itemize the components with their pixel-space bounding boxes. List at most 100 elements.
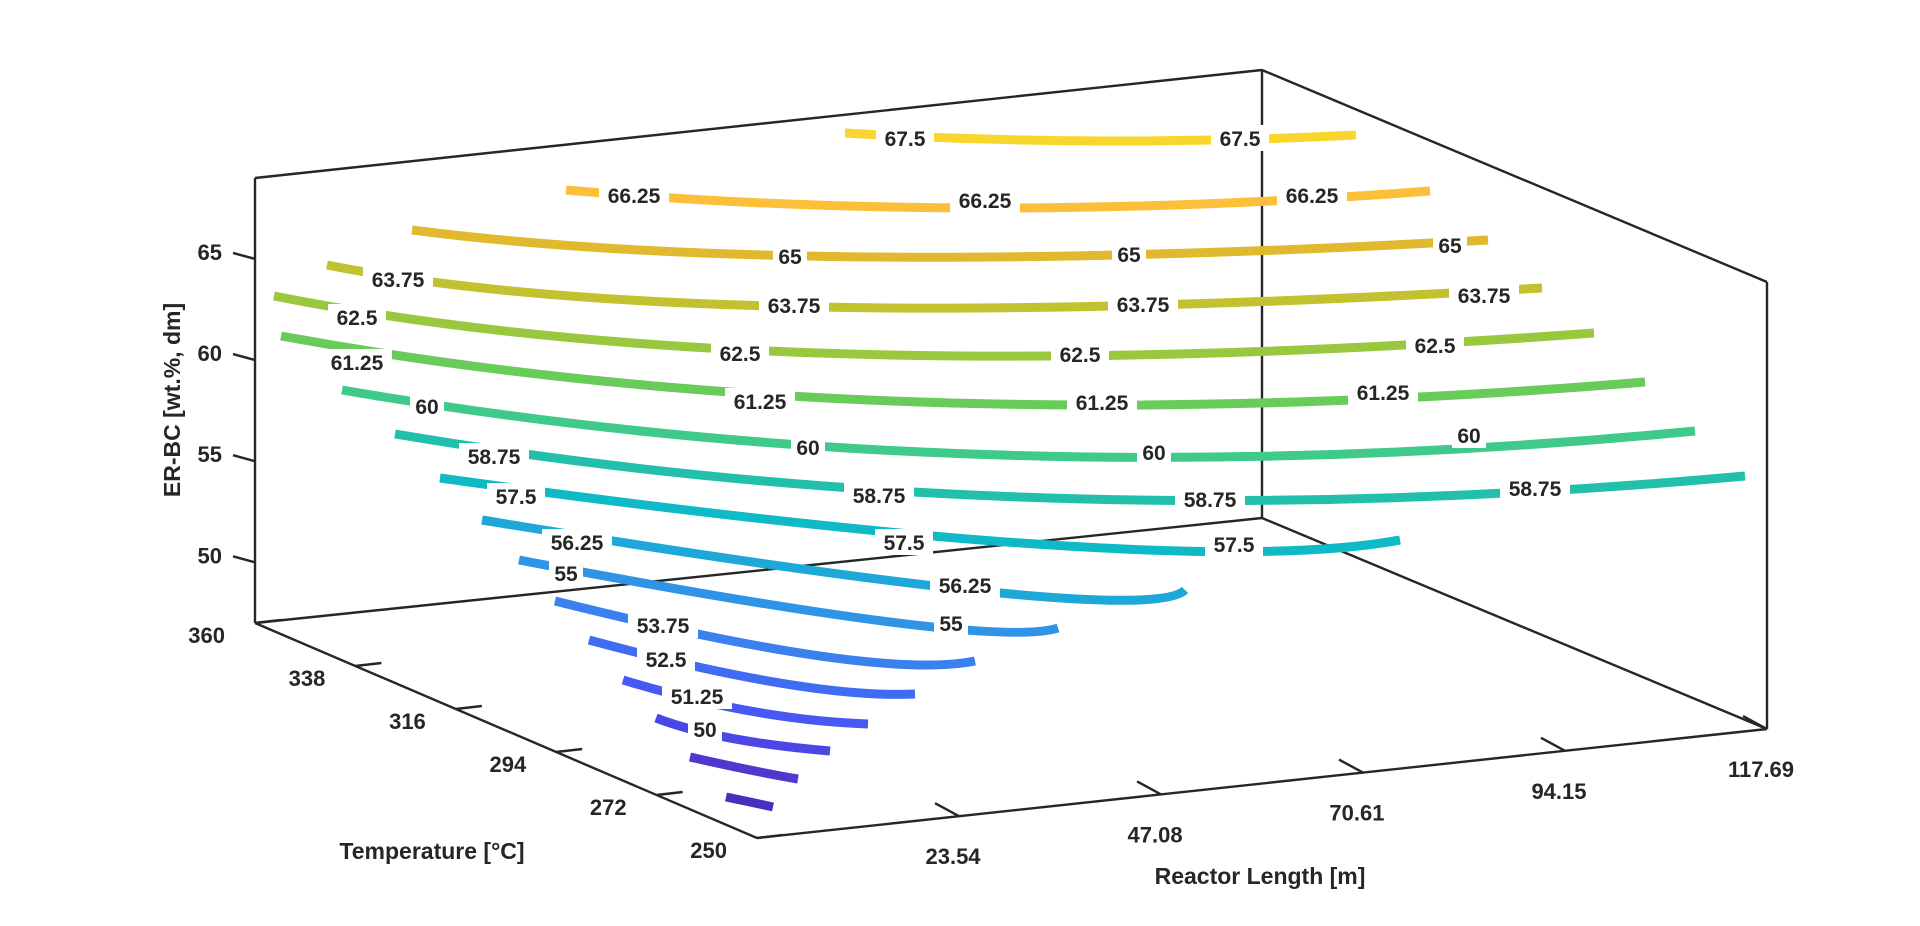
- axis-edge-back-top: [254, 68, 1263, 180]
- contour-label: 57.5: [1214, 534, 1255, 557]
- x-tick: [1136, 780, 1162, 796]
- contour-label-background: [759, 292, 829, 318]
- contour-line: [273, 291, 1595, 361]
- contour-label: 58.75: [1184, 489, 1237, 512]
- y-tick-label: 272: [590, 795, 627, 820]
- contour-line: [689, 752, 799, 784]
- contour-label: 51.25: [671, 686, 724, 709]
- contour-label: 62.5: [1060, 344, 1101, 367]
- contour-label: 61.25: [1076, 392, 1129, 415]
- contour-label-background: [1277, 182, 1347, 208]
- contour-label: 62.5: [1415, 335, 1456, 358]
- contour-label: 57.5: [496, 486, 537, 509]
- contour-label: 63.75: [372, 269, 425, 292]
- contour-label-background: [1051, 341, 1109, 367]
- contour-label: 66.25: [608, 185, 661, 208]
- contour-label-background: [322, 349, 392, 375]
- contour-label-background: [1348, 379, 1418, 405]
- contour-label: 60: [415, 396, 438, 419]
- contour-label: 57.5: [884, 532, 925, 555]
- contour-label-background: [410, 393, 444, 419]
- axis-edge-left-floor: [254, 516, 1263, 625]
- contour-line: [439, 473, 1401, 557]
- axis-edge-front-y: [254, 621, 758, 840]
- axes-box: [253, 68, 1769, 840]
- x-axis-label: Reactor Length [m]: [1155, 863, 1366, 889]
- axis-edge-right-top: [1261, 68, 1768, 284]
- contour-label: 65: [1438, 235, 1462, 258]
- contour-label: 61.25: [331, 352, 384, 375]
- x-tick-label: 23.54: [925, 844, 981, 869]
- y-tick-label: 338: [289, 666, 326, 691]
- contour-label: 66.25: [1286, 185, 1339, 208]
- contour-label-background: [844, 482, 914, 508]
- contour-label-background: [1500, 475, 1570, 501]
- contour-label-background: [1175, 486, 1245, 512]
- contour-label-background: [1137, 439, 1171, 465]
- contour-label-background: [549, 560, 583, 586]
- contour-line: [654, 713, 831, 756]
- contour-label: 50: [693, 719, 716, 742]
- contour-label: 56.25: [939, 575, 992, 598]
- z-tick-label: 55: [198, 442, 222, 467]
- contour-label-background: [875, 529, 933, 555]
- z-tick: [232, 454, 256, 463]
- contour-label: 60: [796, 437, 819, 460]
- contour-label-background: [363, 266, 433, 292]
- contour-label: 60: [1142, 442, 1165, 465]
- contour-label-background: [662, 683, 732, 709]
- x-tick-label: 94.15: [1531, 779, 1586, 804]
- contour-label: 58.75: [853, 485, 906, 508]
- z-tick: [232, 251, 256, 261]
- contour-label: 56.25: [551, 532, 604, 555]
- contour-label: 62.5: [720, 343, 761, 366]
- contour-label-background: [1211, 125, 1269, 151]
- contour-label: 61.25: [1357, 382, 1410, 405]
- y-tick: [254, 618, 282, 625]
- contour-line: [621, 675, 869, 729]
- contour-label: 67.5: [885, 128, 926, 151]
- contour-label-background: [1452, 422, 1486, 448]
- contour-label: 61.25: [734, 391, 787, 414]
- contour-label: 63.75: [1458, 285, 1511, 308]
- y-tick-label: 250: [690, 838, 727, 863]
- x-tick-label: 47.08: [1128, 822, 1183, 847]
- y-tick-label: 316: [389, 709, 426, 734]
- contour-line: [280, 331, 1646, 410]
- contour-label-background: [1449, 282, 1519, 308]
- axis-edge-back-floor: [1261, 516, 1768, 731]
- contour-label: 55: [939, 613, 963, 636]
- contour-label: 65: [778, 246, 802, 269]
- contour-label-background: [934, 610, 968, 636]
- contour-label-background: [688, 716, 722, 742]
- contour-label: 55: [554, 563, 578, 586]
- contour-label-background: [1205, 531, 1263, 557]
- contour-line: [518, 555, 1060, 637]
- contour-label: 58.75: [1509, 478, 1562, 501]
- contour-label-background: [930, 572, 1000, 598]
- contour-label-background: [1108, 291, 1178, 317]
- y-tick-label: 360: [188, 623, 225, 648]
- y-tick: [455, 704, 482, 711]
- contour-label: 58.75: [468, 446, 521, 469]
- contour-label-background: [725, 388, 795, 414]
- x-tick-label: 70.61: [1329, 801, 1384, 826]
- contour-label: 67.5: [1220, 128, 1261, 151]
- contour-label-background: [1112, 241, 1146, 267]
- x-tick: [1540, 736, 1566, 752]
- contour-labels: 67.5 67.5 66.25 66.25 66.25 65 65 65 63.75 63.75 6…: [322, 125, 1570, 742]
- contour-label: 63.75: [1117, 294, 1170, 317]
- y-tick: [355, 661, 382, 668]
- contour-label: 62.5: [337, 307, 378, 330]
- contour-label-background: [637, 646, 695, 672]
- y-tick: [556, 747, 583, 754]
- contour-label: 66.25: [959, 190, 1012, 213]
- contour-line: [725, 792, 774, 812]
- y-tick: [656, 790, 683, 797]
- contour-label: 53.75: [637, 615, 690, 638]
- contour-label-background: [711, 340, 769, 366]
- contour-lines: [273, 128, 1746, 812]
- y-tick-label: 294: [489, 752, 526, 777]
- axis-ticks: 23.54 47.08 70.61 94.15 117.69 250 272 294 316 33…: [188, 240, 1794, 869]
